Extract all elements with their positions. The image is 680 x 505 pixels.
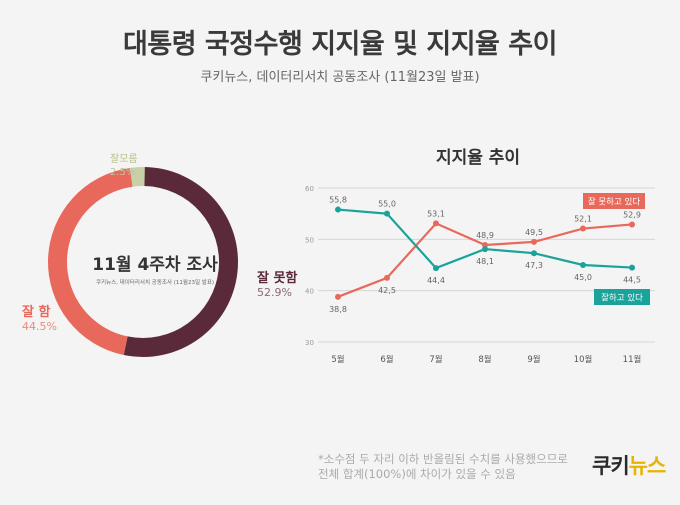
data-label-approve: 55,8: [329, 196, 347, 205]
line-chart-title: 지지율 추이: [436, 148, 520, 168]
data-label-approve: 45,0: [574, 273, 592, 282]
legend-approve-label: 잘하고 있다: [601, 293, 643, 304]
y-tick-label: 60: [305, 185, 314, 193]
y-tick-label: 40: [305, 288, 314, 296]
x-tick-label: 11월: [623, 354, 642, 365]
slice-disapprove: [123, 167, 238, 357]
page-subtitle: 쿠키뉴스, 데이터리서치 공동조사 (11월23일 발표): [200, 70, 480, 85]
logo-part1: 쿠키: [592, 454, 630, 478]
legend-approve-box: [594, 289, 650, 305]
data-point-disapprove: [335, 293, 341, 300]
x-tick-label: 9월: [527, 354, 540, 365]
y-tick-label: 30: [305, 339, 314, 347]
data-label-approve: 44,4: [427, 276, 445, 285]
x-tick-label: 10월: [574, 354, 593, 365]
slice-label-approve: 잘 함: [22, 304, 50, 320]
data-label-disapprove: 52,1: [574, 215, 592, 224]
x-tick-label: 7월: [429, 354, 442, 365]
data-point-approve: [335, 206, 341, 213]
data-label-disapprove: 53,1: [427, 209, 445, 218]
data-label-approve: 55,0: [378, 200, 396, 209]
footnote: *소수점 두 자리 이하 반올림된 수치를 사용했으므로 전체 합계(100%)…: [318, 452, 588, 482]
data-point-approve: [580, 262, 586, 268]
data-label-approve: 48,1: [476, 257, 494, 266]
slice-label-unknown: 잘모름: [110, 153, 138, 165]
data-label-approve: 47,3: [525, 261, 543, 270]
data-point-disapprove: [433, 220, 439, 227]
slice-label-disapprove: 잘 못함: [257, 270, 297, 286]
data-point-disapprove: [531, 238, 537, 245]
slice-value-disapprove: 52.9%: [257, 286, 292, 299]
data-point-disapprove: [580, 225, 586, 232]
page-title: 대통령 국정수행 지지율 및 지지율 추이: [123, 29, 557, 60]
x-tick-label: 5월: [331, 354, 344, 365]
footnote-line2: 전체 합계(100%)에 차이가 있을 수 있음: [318, 467, 516, 481]
footnote-line1: *소수점 두 자리 이하 반올림된 수치를 사용했으므로: [318, 452, 568, 466]
data-point-approve: [629, 264, 635, 271]
slice-value-approve: 44.5%: [22, 320, 57, 333]
slice-value-unknown: 2.5%: [110, 167, 135, 178]
data-point-disapprove: [482, 241, 488, 248]
data-point-disapprove: [384, 274, 390, 281]
slice-unknown: [129, 167, 145, 187]
donut-center-subtitle: 쿠키뉴스, 데이터리서치 공동조사 (11월23일 발표): [96, 278, 214, 286]
data-label-disapprove: 42,5: [378, 286, 396, 295]
legend-disapprove-label: 잘 못하고 있다: [588, 197, 641, 208]
logo-part2: 뉴스: [628, 454, 667, 478]
data-point-disapprove: [629, 221, 635, 228]
slice-approve: [47, 167, 133, 356]
kuki-news-logo: 쿠키뉴스: [592, 450, 667, 480]
donut-center-title: 11월 4주차 조사: [92, 255, 218, 275]
data-label-approve: 44,5: [623, 276, 641, 285]
data-point-approve: [433, 265, 439, 272]
data-point-approve: [482, 246, 488, 253]
data-point-approve: [531, 250, 537, 257]
data-label-disapprove: 38,8: [329, 305, 347, 314]
data-point-approve: [384, 210, 390, 217]
data-label-disapprove: 52,9: [623, 210, 641, 219]
data-label-disapprove: 48,9: [476, 231, 494, 240]
legend-disapprove-box: [583, 193, 645, 209]
x-tick-label: 6월: [380, 354, 393, 365]
y-tick-label: 50: [305, 236, 314, 244]
x-tick-label: 8월: [478, 354, 491, 365]
data-label-disapprove: 49,5: [525, 228, 543, 237]
